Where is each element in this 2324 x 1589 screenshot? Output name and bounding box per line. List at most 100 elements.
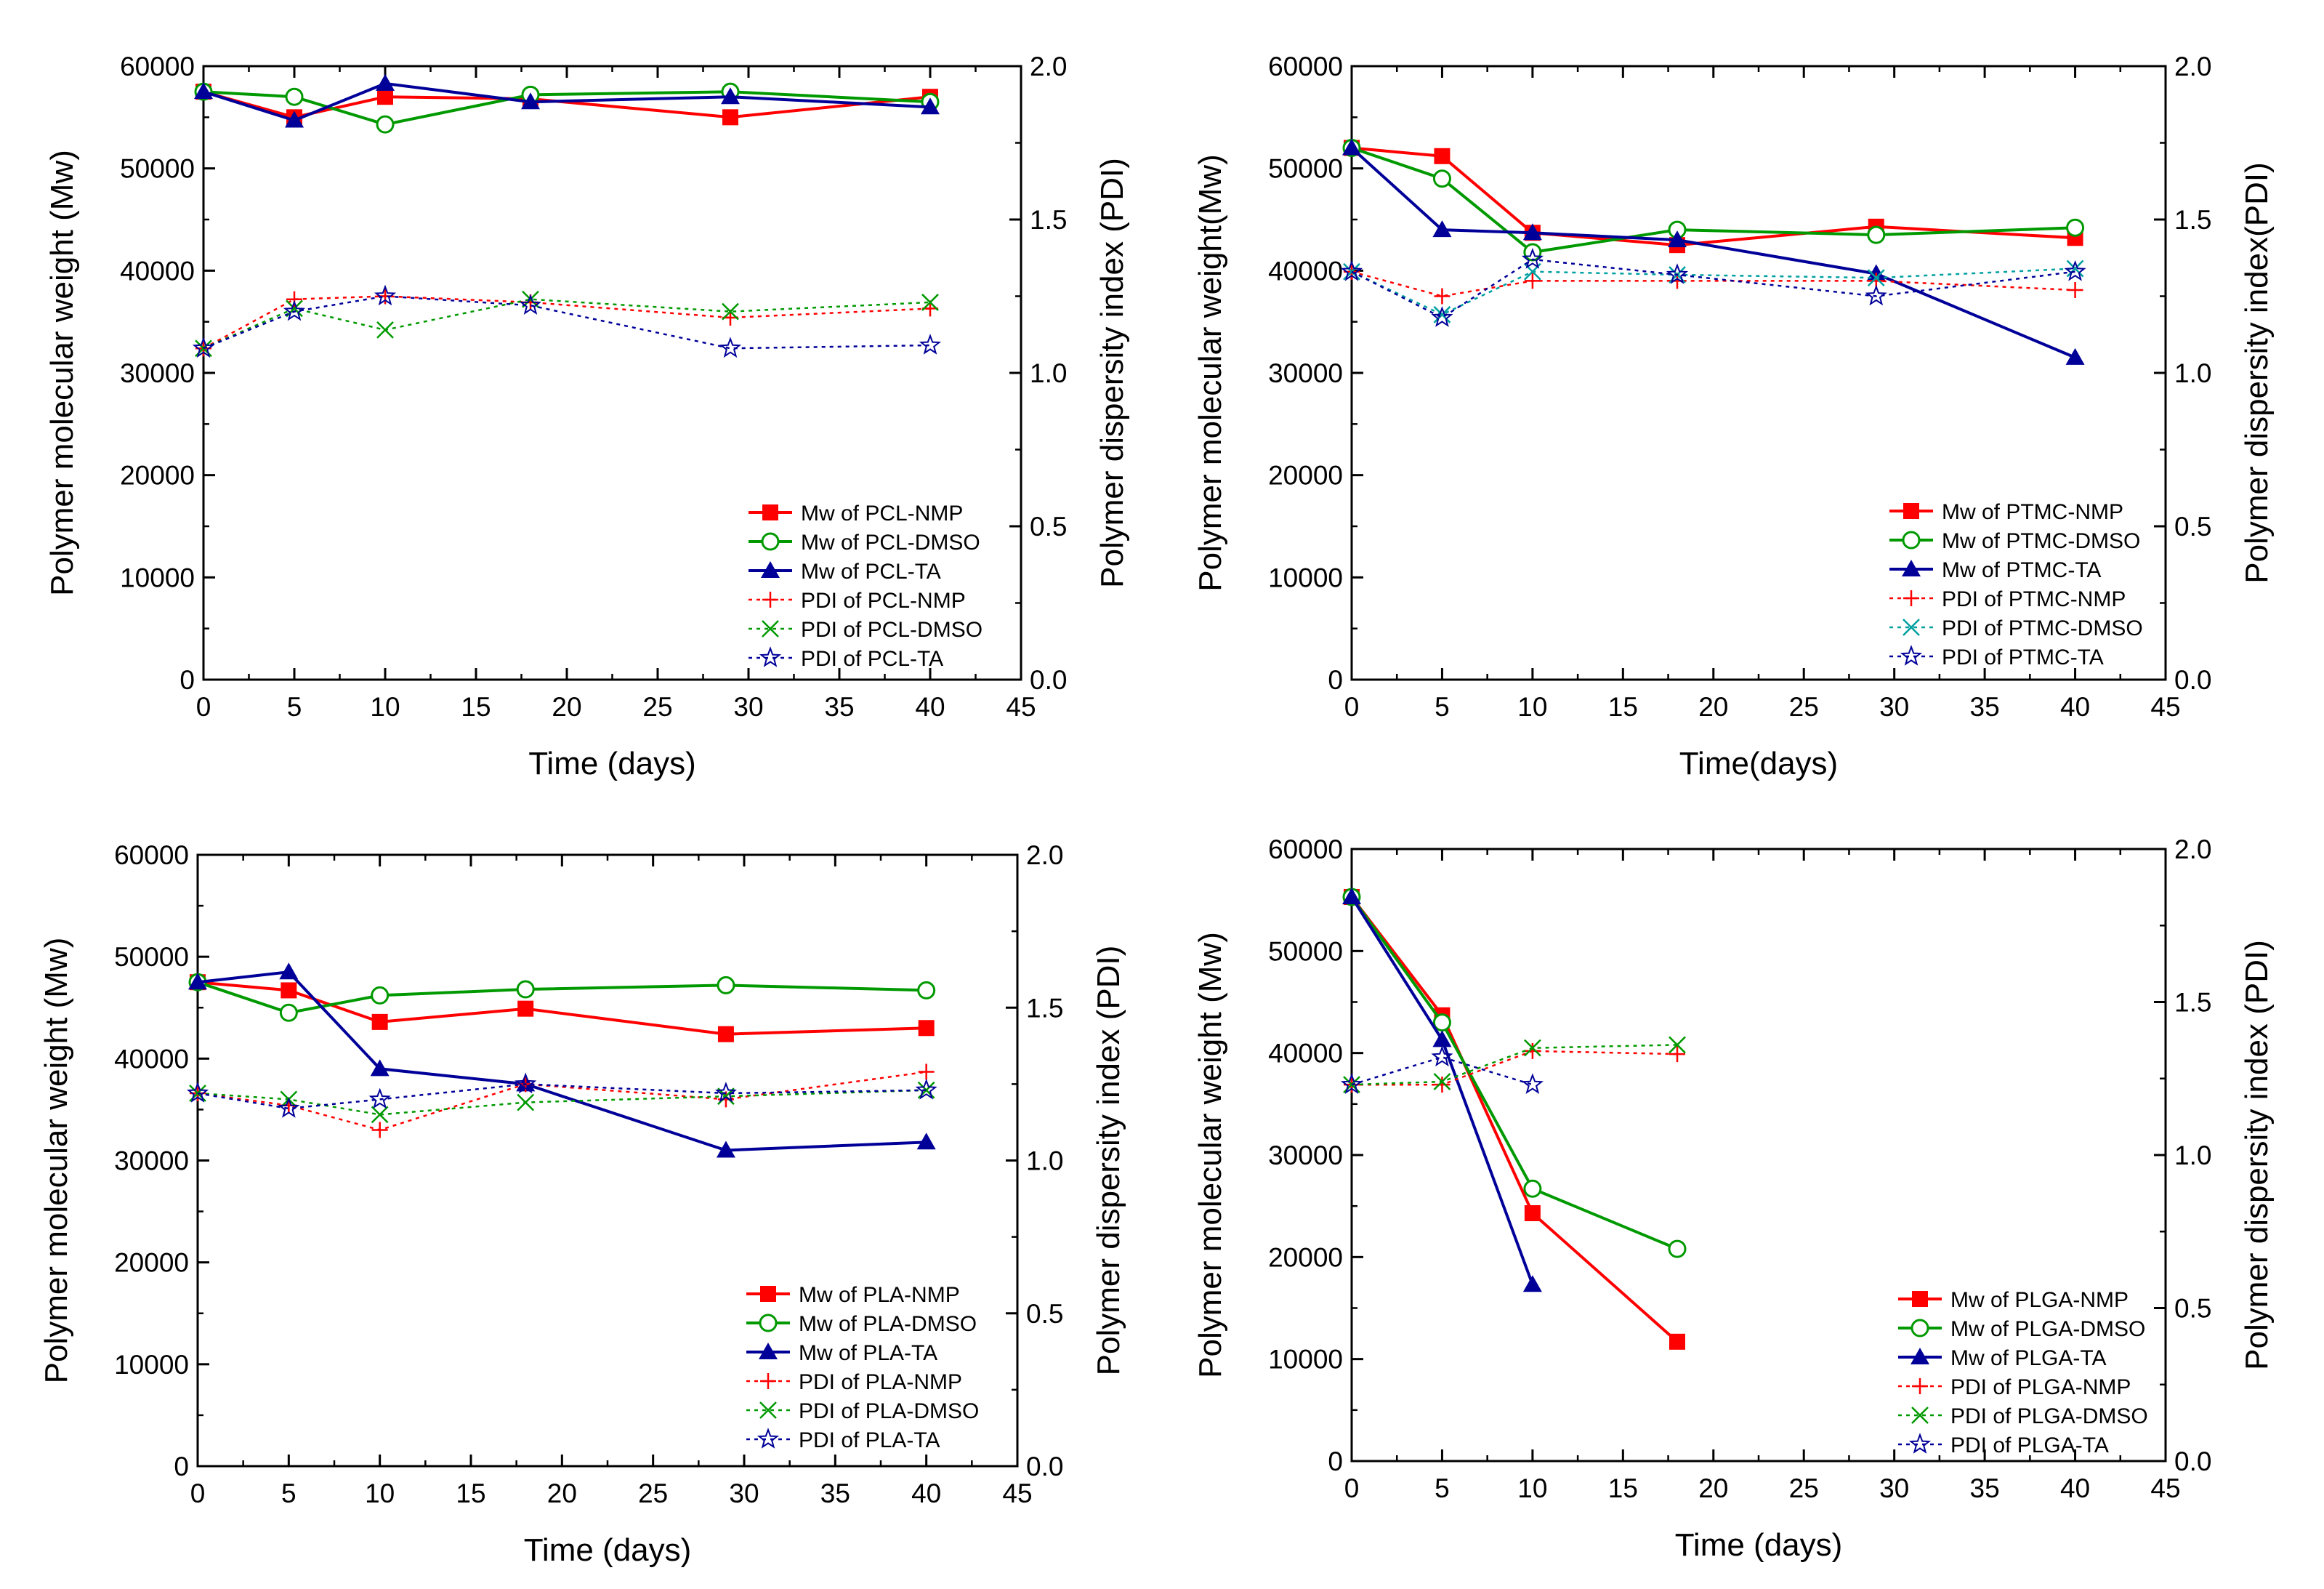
legend-marker <box>759 1343 778 1359</box>
x-tick-label: 5 <box>1435 692 1450 722</box>
legend-marker <box>1902 560 1921 576</box>
series-pdi-of-plga-ta <box>1340 1045 1544 1094</box>
x-tick-label: 15 <box>1608 692 1638 722</box>
y-tick-label: 60000 <box>120 52 195 81</box>
legend-label: Mw of PCL-TA <box>801 560 941 584</box>
series-line <box>1351 267 2075 316</box>
series-mw-of-ptmc-nmp <box>1344 140 2083 254</box>
chart-panel-ptmc: 0 5 10 15 20 25 30 35 40 45 0 10000 20000 30000 40000 5… <box>1193 52 2275 781</box>
y2-tick-label: 0.0 <box>1026 1452 1063 1481</box>
series-line <box>197 1083 927 1110</box>
legend-label: Mw of PLA-NMP <box>799 1283 960 1307</box>
y2-tick-label: 1.0 <box>1030 358 1067 388</box>
y-tick-label: 30000 <box>1268 1141 1343 1170</box>
y2-tick-label: 2.0 <box>1030 52 1067 81</box>
legend-marker <box>1912 1378 1928 1394</box>
y-tick-label: 30000 <box>1268 358 1343 388</box>
legend-item: PDI of PLGA-DMSO <box>1898 1404 2148 1428</box>
data-point <box>521 92 540 110</box>
x-tick-label: 20 <box>1698 692 1728 722</box>
x-tick-label: 40 <box>911 1479 941 1508</box>
y-tick-label: 50000 <box>1268 936 1343 966</box>
series-line <box>203 295 931 350</box>
data-point <box>2065 347 2085 365</box>
data-point <box>371 1122 388 1138</box>
legend-label: Mw of PTMC-NMP <box>1942 500 2123 524</box>
legend-label: PDI of PCL-DMSO <box>801 618 983 642</box>
legend-marker <box>1911 1348 1929 1364</box>
series-mw-of-plga-ta <box>1342 887 1542 1292</box>
x-tick-label: 25 <box>1789 692 1819 722</box>
legend-item: PDI of PCL-NMP <box>749 589 966 613</box>
y-tick-label: 0 <box>174 1452 189 1481</box>
legend-label: Mw of PLGA-NMP <box>1950 1288 2129 1312</box>
x-tick-label: 10 <box>1517 1473 1547 1503</box>
x-tick-label: 25 <box>642 692 672 722</box>
series-line <box>203 90 931 126</box>
data-point <box>281 982 297 999</box>
data-point <box>517 1000 534 1017</box>
legend-marker <box>759 1401 777 1419</box>
data-point <box>370 1059 390 1077</box>
data-point <box>374 284 397 306</box>
data-point <box>188 973 207 990</box>
data-point <box>279 1003 298 1022</box>
data-point <box>376 115 395 134</box>
legend-label: PDI of PCL-NMP <box>801 589 966 613</box>
y-tick-label: 10000 <box>114 1350 189 1380</box>
legend-marker <box>761 532 780 551</box>
y-tick-label: 0 <box>1328 1447 1343 1476</box>
data-point <box>371 986 390 1005</box>
y2-tick-label: 1.5 <box>1026 993 1063 1023</box>
data-point <box>918 1063 935 1080</box>
y-tick-label: 40000 <box>1268 1039 1343 1069</box>
y2-tick-label: 2.0 <box>2174 834 2211 864</box>
legend-item: Mw of PLA-DMSO <box>746 1312 977 1336</box>
data-point <box>717 1026 734 1042</box>
y-tick-label: 20000 <box>1268 1242 1343 1272</box>
y2-axis-label: Polymer dispersity index (PDI) <box>2239 940 2275 1370</box>
data-point <box>371 1013 388 1030</box>
data-point <box>1431 306 1453 327</box>
legend-label: PDI of PTMC-TA <box>1942 645 2104 669</box>
data-point <box>1521 248 1544 269</box>
x-tick-label: 30 <box>733 692 763 722</box>
y-axis-label: Polymer molecular weight(Mw) <box>1193 154 1228 591</box>
legend-label: Mw of PLGA-TA <box>1950 1346 2106 1370</box>
x-tick-label: 30 <box>729 1479 759 1508</box>
x-axis-label: Time (days) <box>528 746 696 781</box>
legend-marker <box>762 504 778 520</box>
x-tick-label: 10 <box>1517 692 1547 722</box>
legend-label: Mw of PCL-DMSO <box>801 531 980 555</box>
legend-label: PDI of PCL-TA <box>801 647 943 671</box>
y-tick-label: 20000 <box>1268 461 1343 491</box>
y-tick-label: 20000 <box>120 461 195 491</box>
y2-tick-label: 1.5 <box>1030 205 1067 235</box>
y2-tick-label: 1.0 <box>1026 1146 1063 1176</box>
legend-label: PDI of PLGA-DMSO <box>1950 1404 2148 1428</box>
series-pdi-of-ptmc-ta <box>1340 248 2086 327</box>
data-point <box>377 89 393 105</box>
data-point <box>1524 1204 1541 1221</box>
legend-marker <box>762 620 779 637</box>
x-tick-label: 30 <box>1879 1473 1909 1503</box>
data-point <box>1342 887 1361 904</box>
x-tick-label: 30 <box>1879 692 1909 722</box>
data-point <box>1432 1030 1452 1047</box>
legend-marker <box>1912 1291 1928 1307</box>
legend-item: PDI of PTMC-TA <box>1889 645 2104 669</box>
data-point <box>285 87 304 106</box>
series-line <box>203 295 931 350</box>
data-point <box>1668 1239 1687 1258</box>
legend-marker <box>761 561 780 578</box>
series-line <box>1350 896 1679 1343</box>
data-point <box>371 1106 389 1124</box>
series-mw-of-pla-dmso <box>188 973 936 1022</box>
legend-item: Mw of PLGA-TA <box>1898 1346 2106 1370</box>
y-tick-label: 10000 <box>1268 563 1343 592</box>
series-mw-of-pla-ta <box>188 962 936 1158</box>
data-point <box>918 1020 935 1037</box>
legend-item: PDI of PLA-NMP <box>746 1370 962 1394</box>
y-tick-label: 50000 <box>120 154 195 184</box>
x-tick-label: 5 <box>287 692 302 722</box>
